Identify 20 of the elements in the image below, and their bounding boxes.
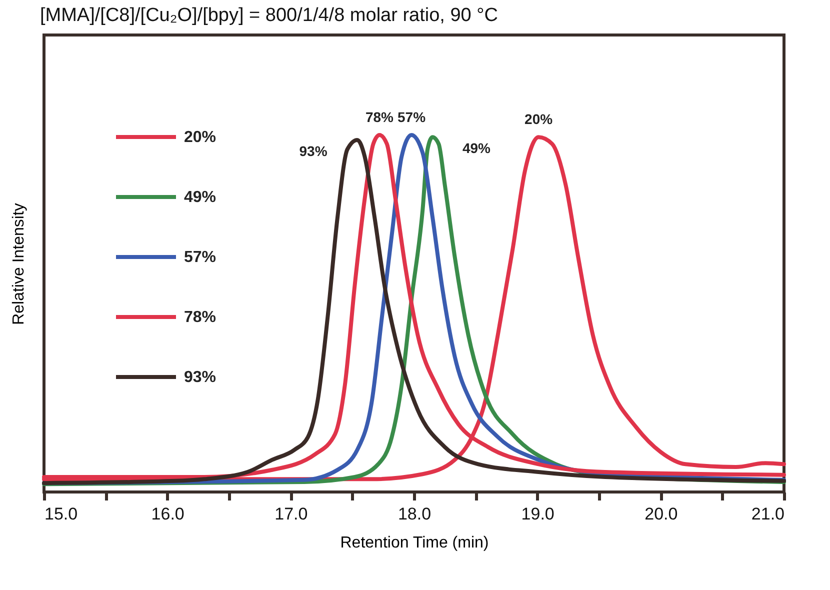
- annotation: 57%: [398, 108, 426, 125]
- x-tick-label: 16.0: [151, 504, 184, 524]
- x-tick-label: 19.0: [521, 504, 554, 524]
- legend-label: 20%: [184, 129, 216, 146]
- x-tick-label: 21.0: [751, 504, 784, 524]
- annotation: 20%: [524, 111, 554, 128]
- x-tick-label: 17.0: [274, 504, 308, 524]
- legend-label: 78%: [184, 309, 216, 326]
- legend-label: 49%: [184, 189, 216, 206]
- x-tick-label: 18.0: [398, 504, 432, 524]
- annotation: 49%: [462, 140, 492, 156]
- annotation: 93%: [299, 142, 328, 159]
- x-tick-label: 15.0: [44, 504, 78, 524]
- legend-label: 57%: [184, 249, 216, 266]
- annotation: 78%: [365, 108, 394, 125]
- x-tick-label: 20.0: [644, 504, 678, 524]
- chart-title: [MMA]/[C8]/[Cu₂O]/[bpy] = 800/1/4/8 molar ratio, 90 °C: [40, 5, 498, 26]
- legend-label: 93%: [184, 369, 216, 386]
- y-axis-title: Relative Intensity: [10, 203, 28, 325]
- x-axis-title: Retention Time (min): [340, 534, 489, 552]
